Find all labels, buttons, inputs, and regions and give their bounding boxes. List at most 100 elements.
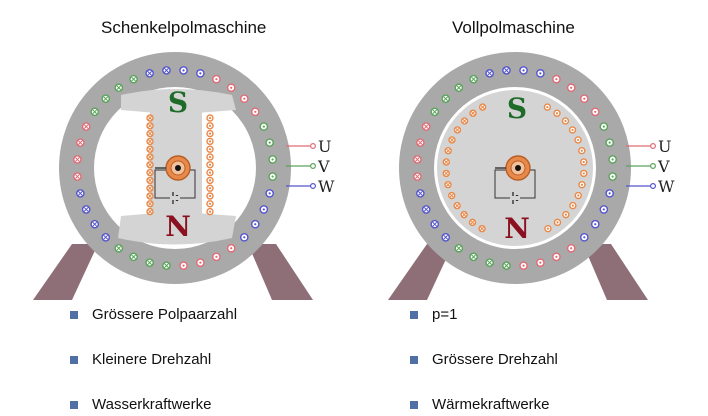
conductor-cross <box>480 226 485 231</box>
left-bullet-list: Grössere Polpaarzahl Kleinere Drehzahl W… <box>70 306 237 416</box>
right-bullet-text: Grössere Drehzahl <box>432 351 558 368</box>
terminal <box>310 183 317 190</box>
conductor-cross <box>446 148 451 153</box>
conductor-cross <box>446 182 451 187</box>
bullet-marker <box>70 311 78 319</box>
conductor-dot <box>583 236 586 239</box>
left-exciter-circuit <box>154 155 196 204</box>
conductor-dot <box>215 255 218 258</box>
conductor-dot <box>602 125 605 128</box>
conductor-dot <box>570 247 573 250</box>
left-bullet-text: Grössere Polpaarzahl <box>92 306 238 323</box>
conductor-dot <box>268 192 271 195</box>
conductor-dot <box>539 72 542 75</box>
conductor-dot <box>243 236 246 239</box>
conductor-dot <box>577 194 580 197</box>
conductor-cross <box>470 220 475 225</box>
phase-label: V <box>657 157 670 176</box>
conductor-cross <box>471 254 476 260</box>
conductor-dot <box>580 149 583 152</box>
conductor-dot <box>594 110 597 113</box>
conductor-cross <box>164 68 169 73</box>
conductor-dot <box>570 86 573 89</box>
conductor-dot <box>582 172 585 175</box>
conductor-cross <box>456 245 462 251</box>
conductor-dot <box>208 187 212 190</box>
rotor-shaft <box>515 165 521 171</box>
conductor-dot <box>230 86 233 89</box>
conductor-dot <box>582 160 585 164</box>
conductor-dot <box>199 261 202 264</box>
conductor-dot <box>539 261 542 264</box>
conductor-cross <box>147 186 153 191</box>
phase-label: U <box>318 137 331 156</box>
terminal <box>649 163 656 170</box>
right-phase-leads: UVW <box>626 137 675 196</box>
conductor-dot <box>583 97 586 100</box>
conductor-dot <box>555 112 559 115</box>
conductor-cross <box>116 245 122 251</box>
conductor-cross <box>75 174 80 179</box>
conductor-cross <box>504 263 509 268</box>
right-stator-slots <box>413 66 617 270</box>
conductor-cross <box>147 260 152 265</box>
conductor-cross <box>471 76 476 82</box>
conductor-cross <box>423 207 429 212</box>
conductor-cross <box>78 191 83 196</box>
conductor-dot <box>564 119 567 123</box>
conductor-dot <box>254 110 257 113</box>
conductor-cross <box>487 260 492 265</box>
conductor-dot <box>522 69 525 72</box>
terminal <box>649 143 656 150</box>
conductor-cross <box>147 147 153 152</box>
left-bullet-text: Kleinere Drehzahl <box>92 351 212 368</box>
left-bullet-item: Grössere Polpaarzahl <box>70 306 237 326</box>
conductor-dot <box>522 264 525 267</box>
conductor-dot <box>208 163 212 166</box>
conductor-dot <box>208 202 212 205</box>
conductor-cross <box>418 191 423 196</box>
conductor-cross <box>443 234 449 240</box>
conductor-dot <box>271 158 274 161</box>
phase-label: U <box>658 137 671 156</box>
left-bullet-item: Wasserkraftwerke <box>70 396 237 416</box>
conductor-cross <box>147 201 153 206</box>
conductor-dot <box>182 264 185 267</box>
conductor-dot <box>580 183 584 186</box>
salient-pole-machine: S N UVW <box>33 52 335 300</box>
phase-label: V <box>317 157 330 176</box>
conductor-dot <box>555 255 558 258</box>
conductor-dot <box>208 116 212 120</box>
conductor-cross <box>443 96 449 102</box>
conductor-dot <box>594 223 597 226</box>
bullet-marker <box>410 401 418 409</box>
right-exciter-circuit <box>494 155 536 204</box>
conductor-dot <box>243 97 246 100</box>
conductor-dot <box>208 140 212 143</box>
conductor-dot <box>546 227 550 230</box>
conductor-dot <box>602 208 605 211</box>
conductor-dot <box>208 155 212 159</box>
left-phase-leads: UVW <box>286 137 335 196</box>
conductor-dot <box>199 72 202 75</box>
conductor-cross <box>415 157 420 162</box>
left-field-winding <box>146 114 214 216</box>
conductor-cross <box>92 221 98 227</box>
conductor-dot <box>208 148 212 151</box>
conductor-dot <box>555 78 558 81</box>
left-bullet-text: Wasserkraftwerke <box>92 396 212 413</box>
left-pole-n: N <box>165 210 191 243</box>
conductor-cross <box>504 68 509 73</box>
bullet-marker <box>70 356 78 364</box>
conductor-cross <box>470 111 475 116</box>
conductor-dot <box>208 194 212 198</box>
conductor-cross <box>75 157 80 162</box>
terminal <box>310 143 317 150</box>
bullet-marker <box>410 356 418 364</box>
conductor-cross <box>487 71 492 76</box>
right-bullet-item: Grössere Drehzahl <box>410 351 558 371</box>
conductor-cross <box>147 193 153 199</box>
conductor-dot <box>546 105 549 109</box>
phase-label: W <box>318 177 335 196</box>
conductor-cross <box>432 221 438 227</box>
